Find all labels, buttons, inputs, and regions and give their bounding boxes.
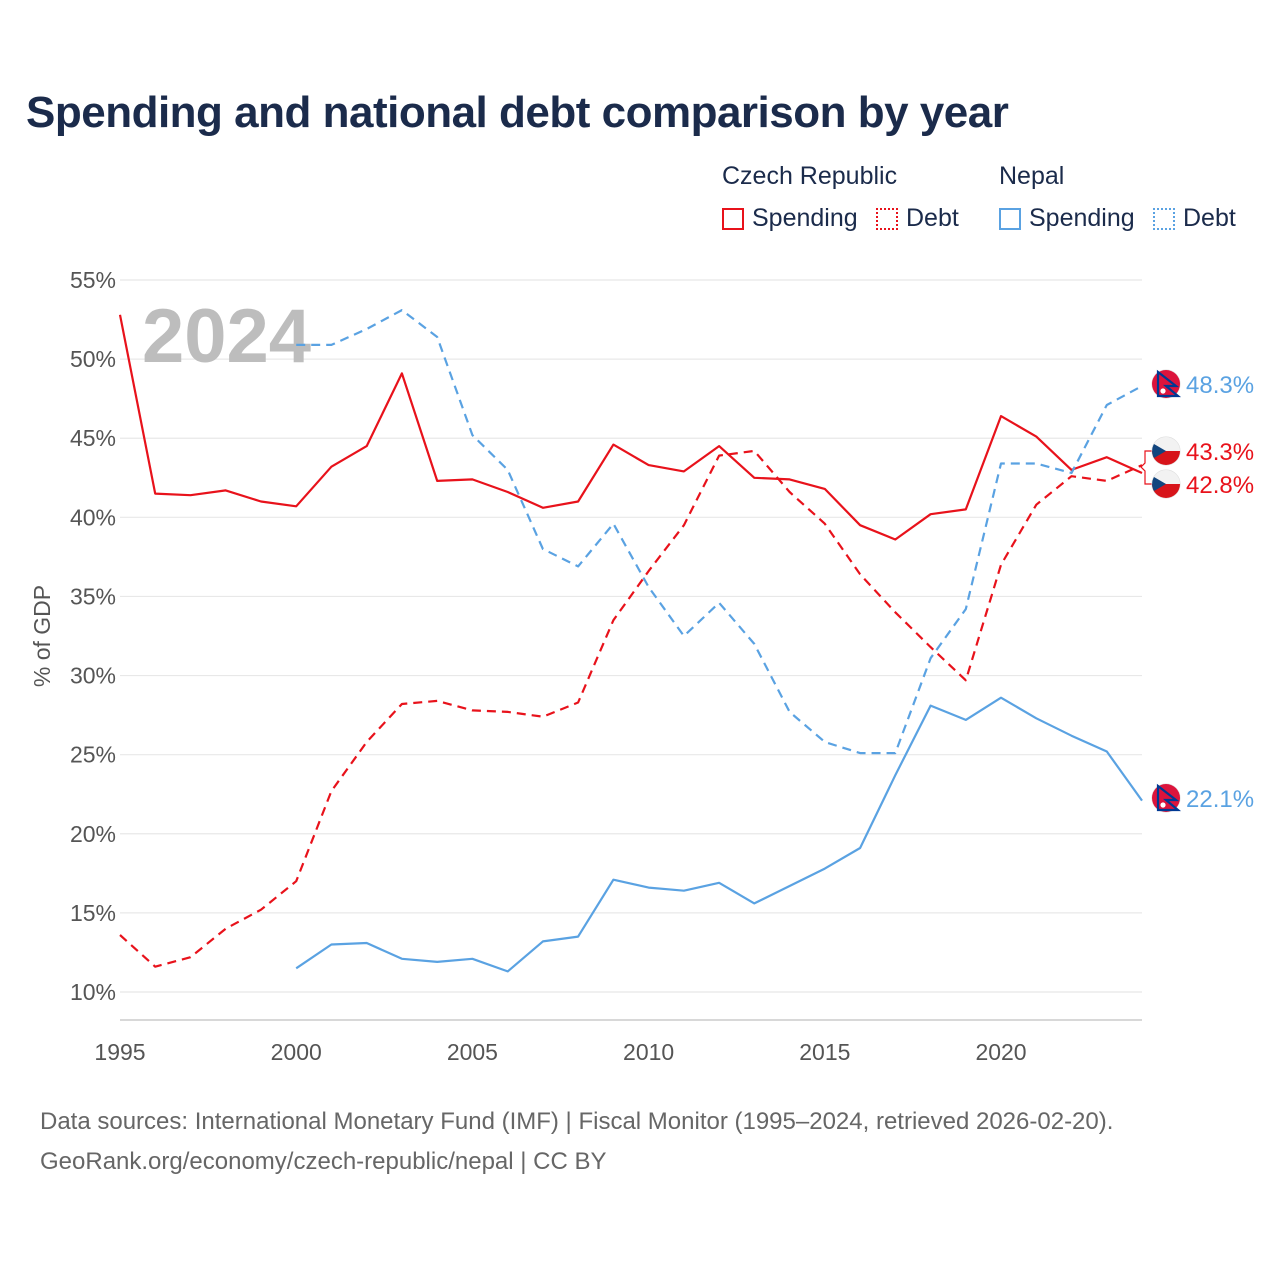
x-tick-label: 2010 <box>623 1039 674 1065</box>
flag-blue-wedge <box>1152 477 1166 491</box>
flag-sun <box>1160 802 1166 808</box>
year-watermark: 2024 <box>142 294 311 379</box>
flag-sun <box>1160 388 1166 394</box>
czech-label-bracket <box>1140 450 1154 485</box>
end-label-nepal-spending: 22.1% <box>1186 786 1254 813</box>
series-lines <box>118 309 1143 973</box>
end-label-czech-debt: 42.8% <box>1186 472 1254 499</box>
flag-blue-wedge <box>1152 444 1166 458</box>
y-axis-label: % of GDP <box>29 585 55 687</box>
y-tick-label: 20% <box>70 821 116 847</box>
y-tick-label: 25% <box>70 742 116 768</box>
y-tick-label: 50% <box>70 346 116 372</box>
nepal-flag-icon <box>1151 783 1182 813</box>
legend-czech-spending-label: Spending <box>752 204 858 232</box>
x-tick-label: 2000 <box>271 1039 322 1065</box>
end-label-nepal-debt: 48.3% <box>1186 372 1254 399</box>
series-line-nepal-spending <box>295 696 1143 973</box>
footer-link[interactable]: GeoRank.org/economy/czech-republic/nepal… <box>40 1148 607 1175</box>
chart-title: Spending and national debt comparison by… <box>26 88 1009 137</box>
legend-nepal-spending-label: Spending <box>1029 204 1135 232</box>
y-tick-label: 55% <box>70 267 116 293</box>
y-tick-label: 45% <box>70 425 116 451</box>
x-tick-label: 2015 <box>799 1039 850 1065</box>
legend-swatch-czech-debt <box>876 207 898 230</box>
footer-sources: Data sources: International Monetary Fun… <box>40 1108 1114 1135</box>
y-tick-label: 30% <box>70 663 116 689</box>
legend-nepal-spending[interactable]: Spending <box>999 204 1135 233</box>
y-tick-label: 10% <box>70 979 116 1005</box>
legend-czech-spending[interactable]: Spending <box>722 204 858 233</box>
y-tick-label: 15% <box>70 900 116 926</box>
legend-swatch-czech-spending <box>722 207 744 230</box>
series-line-nepal-debt <box>296 309 1143 755</box>
series-line-czech-republic-debt <box>119 449 1143 968</box>
legend-czech-country: Czech Republic <box>722 162 898 190</box>
x-tick-label: 2005 <box>447 1039 498 1065</box>
czech-flag-icon <box>1151 436 1181 466</box>
legend-czech-debt[interactable]: Debt <box>876 204 959 233</box>
nepal-flag-icon <box>1151 369 1182 399</box>
legend-nepal-debt-label: Debt <box>1183 204 1236 232</box>
czech-flag-icon <box>1151 469 1181 499</box>
end-labels: 48.3% 43.3% 42.8% 22.1% <box>1140 369 1254 813</box>
end-label-czech-spending: 43.3% <box>1186 439 1254 466</box>
y-tick-labels: 10% 15% 20% 25% 30% 35% 40% 45% 50% 55% <box>70 267 116 1005</box>
legend-czech-debt-label: Debt <box>906 204 959 232</box>
x-tick-label: 1995 <box>94 1039 145 1065</box>
grid-lines <box>120 279 1142 993</box>
legend-swatch-nepal-debt <box>1153 207 1175 230</box>
x-tick-labels: 1995 2000 2005 2010 2015 2020 <box>94 1039 1026 1065</box>
legend-nepal-debt[interactable]: Debt <box>1153 204 1236 233</box>
x-tick-label: 2020 <box>975 1039 1026 1065</box>
y-tick-label: 35% <box>70 583 116 609</box>
legend-nepal-country: Nepal <box>999 162 1065 190</box>
y-tick-label: 40% <box>70 504 116 530</box>
line-chart: 10% 15% 20% 25% 30% 35% 40% 45% 50% 55% 1995 2000 2… <box>29 267 1254 1065</box>
series-line-czech-republic-spending <box>118 314 1143 541</box>
legend-swatch-nepal-spending <box>999 207 1021 230</box>
